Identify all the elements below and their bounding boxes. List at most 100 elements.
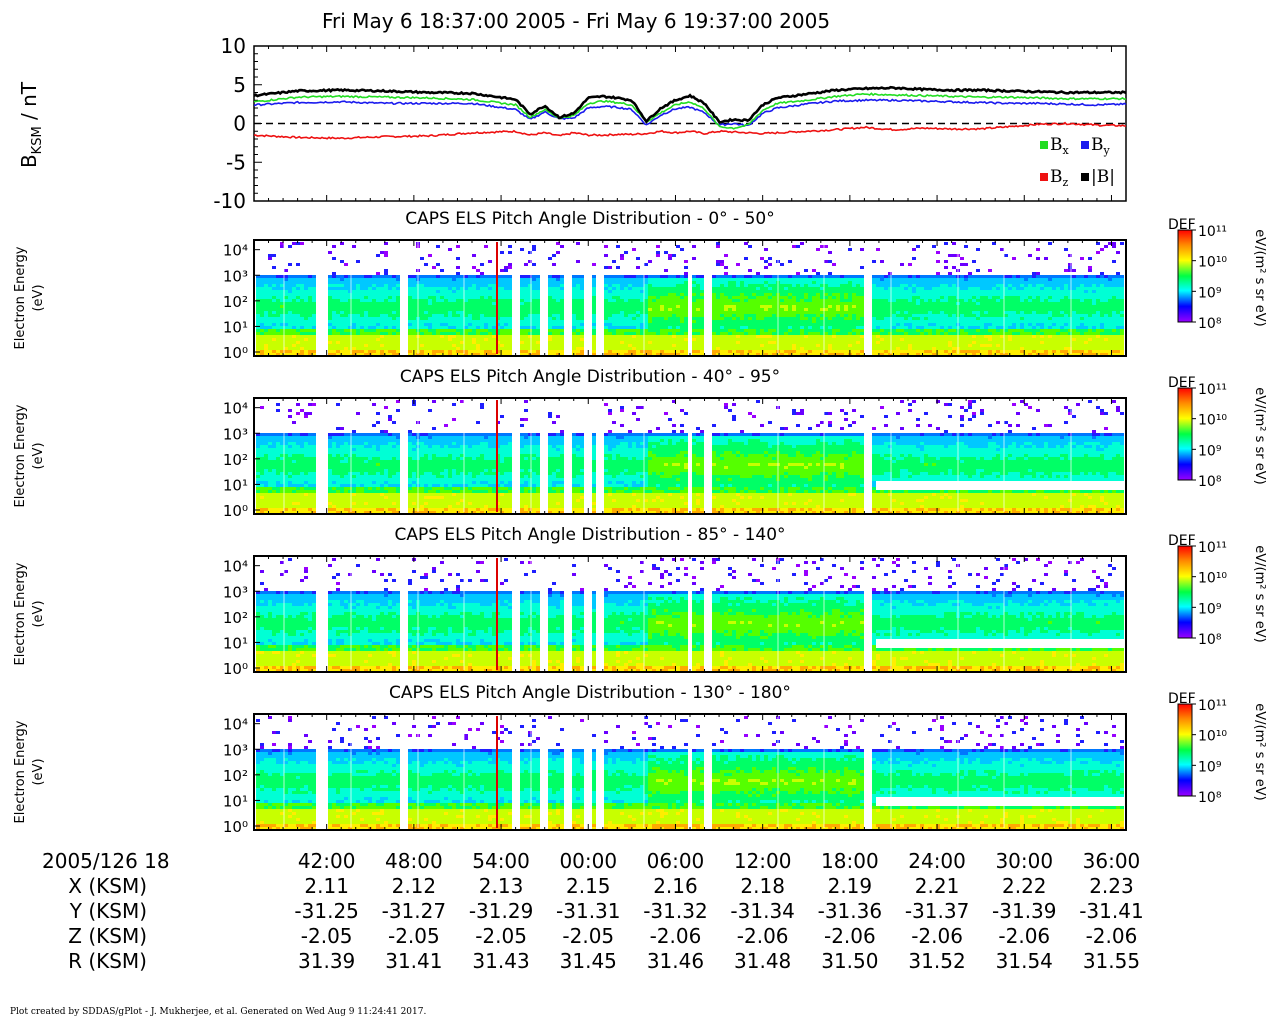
y-tick-label: 10⁴ xyxy=(223,558,248,576)
y-tick-label: 10² xyxy=(223,767,248,785)
spectrogram-title: CAPS ELS Pitch Angle Distribution - 0° -… xyxy=(405,209,774,229)
y-tick-label: 0 xyxy=(233,112,246,136)
y-tick-label: 10³ xyxy=(223,267,248,285)
spectrogram-cells xyxy=(256,716,1124,830)
series-Bz xyxy=(254,123,1126,139)
colorbar-tick-label: 10¹¹ xyxy=(1198,698,1227,714)
orbit-row-label: R (KSM) xyxy=(68,949,147,973)
y-tick-label: 10⁰ xyxy=(223,344,248,362)
orbit-value: 2.23 xyxy=(1089,874,1134,898)
time-tick-label: 24:00 xyxy=(908,849,966,873)
y-tick-label: 10² xyxy=(223,609,248,627)
colorbar xyxy=(1178,546,1192,638)
colorbar-tick-label: 10¹¹ xyxy=(1198,540,1227,556)
y-tick-label: 10⁴ xyxy=(223,400,248,418)
orbit-value: 31.45 xyxy=(560,949,617,973)
y-tick-label: 10¹ xyxy=(223,476,248,494)
legend-entry: |B| xyxy=(1091,167,1115,187)
y-tick-label: 10 xyxy=(221,34,246,58)
orbit-value: -2.06 xyxy=(737,924,789,948)
orbit-value: 31.55 xyxy=(1083,949,1140,973)
y-tick-label: 10³ xyxy=(223,741,248,759)
orbit-value: -31.41 xyxy=(1079,899,1143,923)
y-tick-label: 10⁴ xyxy=(223,242,248,260)
orbit-value: 31.54 xyxy=(996,949,1053,973)
colorbar-unit: eV/(m² s sr eV) xyxy=(1252,387,1267,484)
orbit-value: -31.32 xyxy=(643,899,707,923)
orbit-value: -31.27 xyxy=(382,899,446,923)
colorbar-tick-label: 10¹⁰ xyxy=(1198,729,1227,745)
colorbar xyxy=(1178,230,1192,322)
y-tick-label: 5 xyxy=(233,73,246,97)
spectrogram-axis-label: Electron Energy (eV) xyxy=(13,720,46,823)
time-tick-label: 36:00 xyxy=(1083,849,1141,873)
orbit-value: -31.34 xyxy=(730,899,794,923)
orbit-value: -2.06 xyxy=(998,924,1050,948)
orbit-value: -31.36 xyxy=(818,899,882,923)
time-tick-label: 18:00 xyxy=(821,849,879,873)
colorbar-tick-label: 10¹⁰ xyxy=(1198,255,1227,271)
time-tick-label: 54:00 xyxy=(472,849,530,873)
time-tick-label: 48:00 xyxy=(385,849,443,873)
y-tick-label: 10³ xyxy=(223,425,248,443)
spectrogram-title: CAPS ELS Pitch Angle Distribution - 40° … xyxy=(400,367,780,387)
orbit-value: 31.41 xyxy=(385,949,442,973)
orbit-value: 31.43 xyxy=(472,949,529,973)
y-tick-label: 10² xyxy=(223,451,248,469)
time-tick-label: 06:00 xyxy=(647,849,705,873)
y-tick-label: 10¹ xyxy=(223,792,248,810)
legend-swatch xyxy=(1081,173,1089,181)
orbit-value: 31.46 xyxy=(647,949,704,973)
y-tick-label: 10⁰ xyxy=(223,660,248,678)
time-tick-label: 42:00 xyxy=(298,849,356,873)
y-tick-label: 10³ xyxy=(223,583,248,601)
colorbar-tick-label: 10⁸ xyxy=(1198,474,1222,490)
colorbar-unit: eV/(m² s sr eV) xyxy=(1252,229,1267,326)
orbit-value: -31.39 xyxy=(992,899,1056,923)
orbit-value: 2.13 xyxy=(479,874,524,898)
orbit-value: 2.16 xyxy=(653,874,698,898)
time-tick-label: 30:00 xyxy=(995,849,1053,873)
orbit-value: 2.15 xyxy=(566,874,611,898)
orbit-row-label: Z (KSM) xyxy=(68,924,147,948)
y-tick-label: 10¹ xyxy=(223,318,248,336)
y-tick-label: -5 xyxy=(226,150,246,174)
spectrogram-cells xyxy=(256,558,1124,672)
orbit-value: 31.50 xyxy=(821,949,878,973)
time-tick-label: 12:00 xyxy=(734,849,792,873)
time-tick-label: 00:00 xyxy=(559,849,617,873)
colorbar-tick-label: 10⁹ xyxy=(1198,601,1222,617)
orbit-value: -2.05 xyxy=(301,924,353,948)
y-tick-label: 10² xyxy=(223,293,248,311)
legend-entry: By xyxy=(1091,135,1111,157)
orbit-value: -2.06 xyxy=(650,924,702,948)
legend-swatch xyxy=(1040,141,1048,149)
spectrogram-axis-label: Electron Energy (eV) xyxy=(13,246,46,349)
orbit-value: 31.39 xyxy=(298,949,355,973)
legend-entry: Bx xyxy=(1050,135,1070,157)
orbit-value: -31.37 xyxy=(905,899,969,923)
spectrogram-axis-label: Electron Energy (eV) xyxy=(13,404,46,507)
spectrogram-cells xyxy=(256,400,1124,514)
colorbar-unit: eV/(m² s sr eV) xyxy=(1252,703,1267,800)
orbit-row-label: Y (KSM) xyxy=(70,899,147,923)
colorbar-tick-label: 10⁹ xyxy=(1198,285,1222,301)
orbit-value: 2.11 xyxy=(304,874,349,898)
orbit-value: -2.05 xyxy=(388,924,440,948)
orbit-value: 2.19 xyxy=(828,874,873,898)
colorbar-tick-label: 10¹¹ xyxy=(1198,224,1227,240)
orbit-value: 31.52 xyxy=(908,949,965,973)
orbit-value: 2.12 xyxy=(392,874,437,898)
spectrogram-title: CAPS ELS Pitch Angle Distribution - 85° … xyxy=(394,525,785,545)
orbit-value: -31.29 xyxy=(469,899,533,923)
colorbar-tick-label: 10¹⁰ xyxy=(1198,571,1227,587)
y-tick-label: 10¹ xyxy=(223,634,248,652)
colorbar-tick-label: 10⁸ xyxy=(1198,790,1222,806)
colorbar-tick-label: 10⁹ xyxy=(1198,759,1222,775)
colorbar-tick-label: 10¹¹ xyxy=(1198,382,1227,398)
orbit-row-label: X (KSM) xyxy=(68,874,147,898)
orbit-value: 2.18 xyxy=(740,874,785,898)
series-By xyxy=(254,99,1126,126)
colorbar-tick-label: 10⁹ xyxy=(1198,443,1222,459)
orbit-value: 2.22 xyxy=(1002,874,1047,898)
